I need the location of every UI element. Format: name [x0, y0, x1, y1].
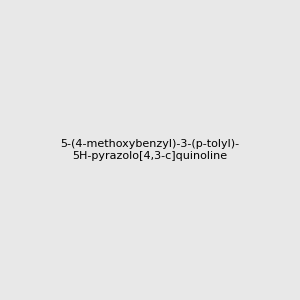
Text: 5-(4-methoxybenzyl)-3-(p-tolyl)-
5H-pyrazolo[4,3-c]quinoline: 5-(4-methoxybenzyl)-3-(p-tolyl)- 5H-pyra… [60, 139, 240, 161]
